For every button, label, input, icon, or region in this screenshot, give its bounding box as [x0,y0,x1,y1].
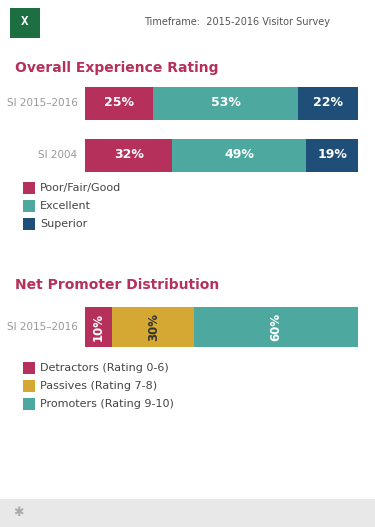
Text: 10%: 10% [92,313,105,341]
Text: X: X [21,15,29,28]
Text: 22%: 22% [313,96,343,110]
Text: Superior: Superior [40,219,87,229]
Text: Promoters (Rating 9-10): Promoters (Rating 9-10) [40,399,174,409]
Text: Timeframe:  2015-2016 Visitor Survey: Timeframe: 2015-2016 Visitor Survey [144,17,330,27]
Text: 19%: 19% [317,149,347,161]
Text: Excellent: Excellent [40,201,91,211]
Text: Detractors (Rating 0-6): Detractors (Rating 0-6) [40,363,169,373]
Text: 49%: 49% [224,149,254,161]
Text: Overall Experience Rating: Overall Experience Rating [15,61,219,75]
Text: SI 2015–2016: SI 2015–2016 [7,322,78,332]
Text: Passives (Rating 7-8): Passives (Rating 7-8) [40,381,157,391]
Text: ✱: ✱ [13,506,24,520]
Text: 30%: 30% [147,313,160,341]
Text: 60%: 60% [270,313,283,341]
Text: 25%: 25% [104,96,134,110]
Text: 32%: 32% [114,149,144,161]
Text: 53%: 53% [211,96,240,110]
Text: SI 2015–2016: SI 2015–2016 [7,98,78,108]
Text: SI 2004: SI 2004 [38,150,78,160]
Text: Poor/Fair/Good: Poor/Fair/Good [40,183,122,193]
Text: Net Promoter Distribution: Net Promoter Distribution [15,278,219,292]
